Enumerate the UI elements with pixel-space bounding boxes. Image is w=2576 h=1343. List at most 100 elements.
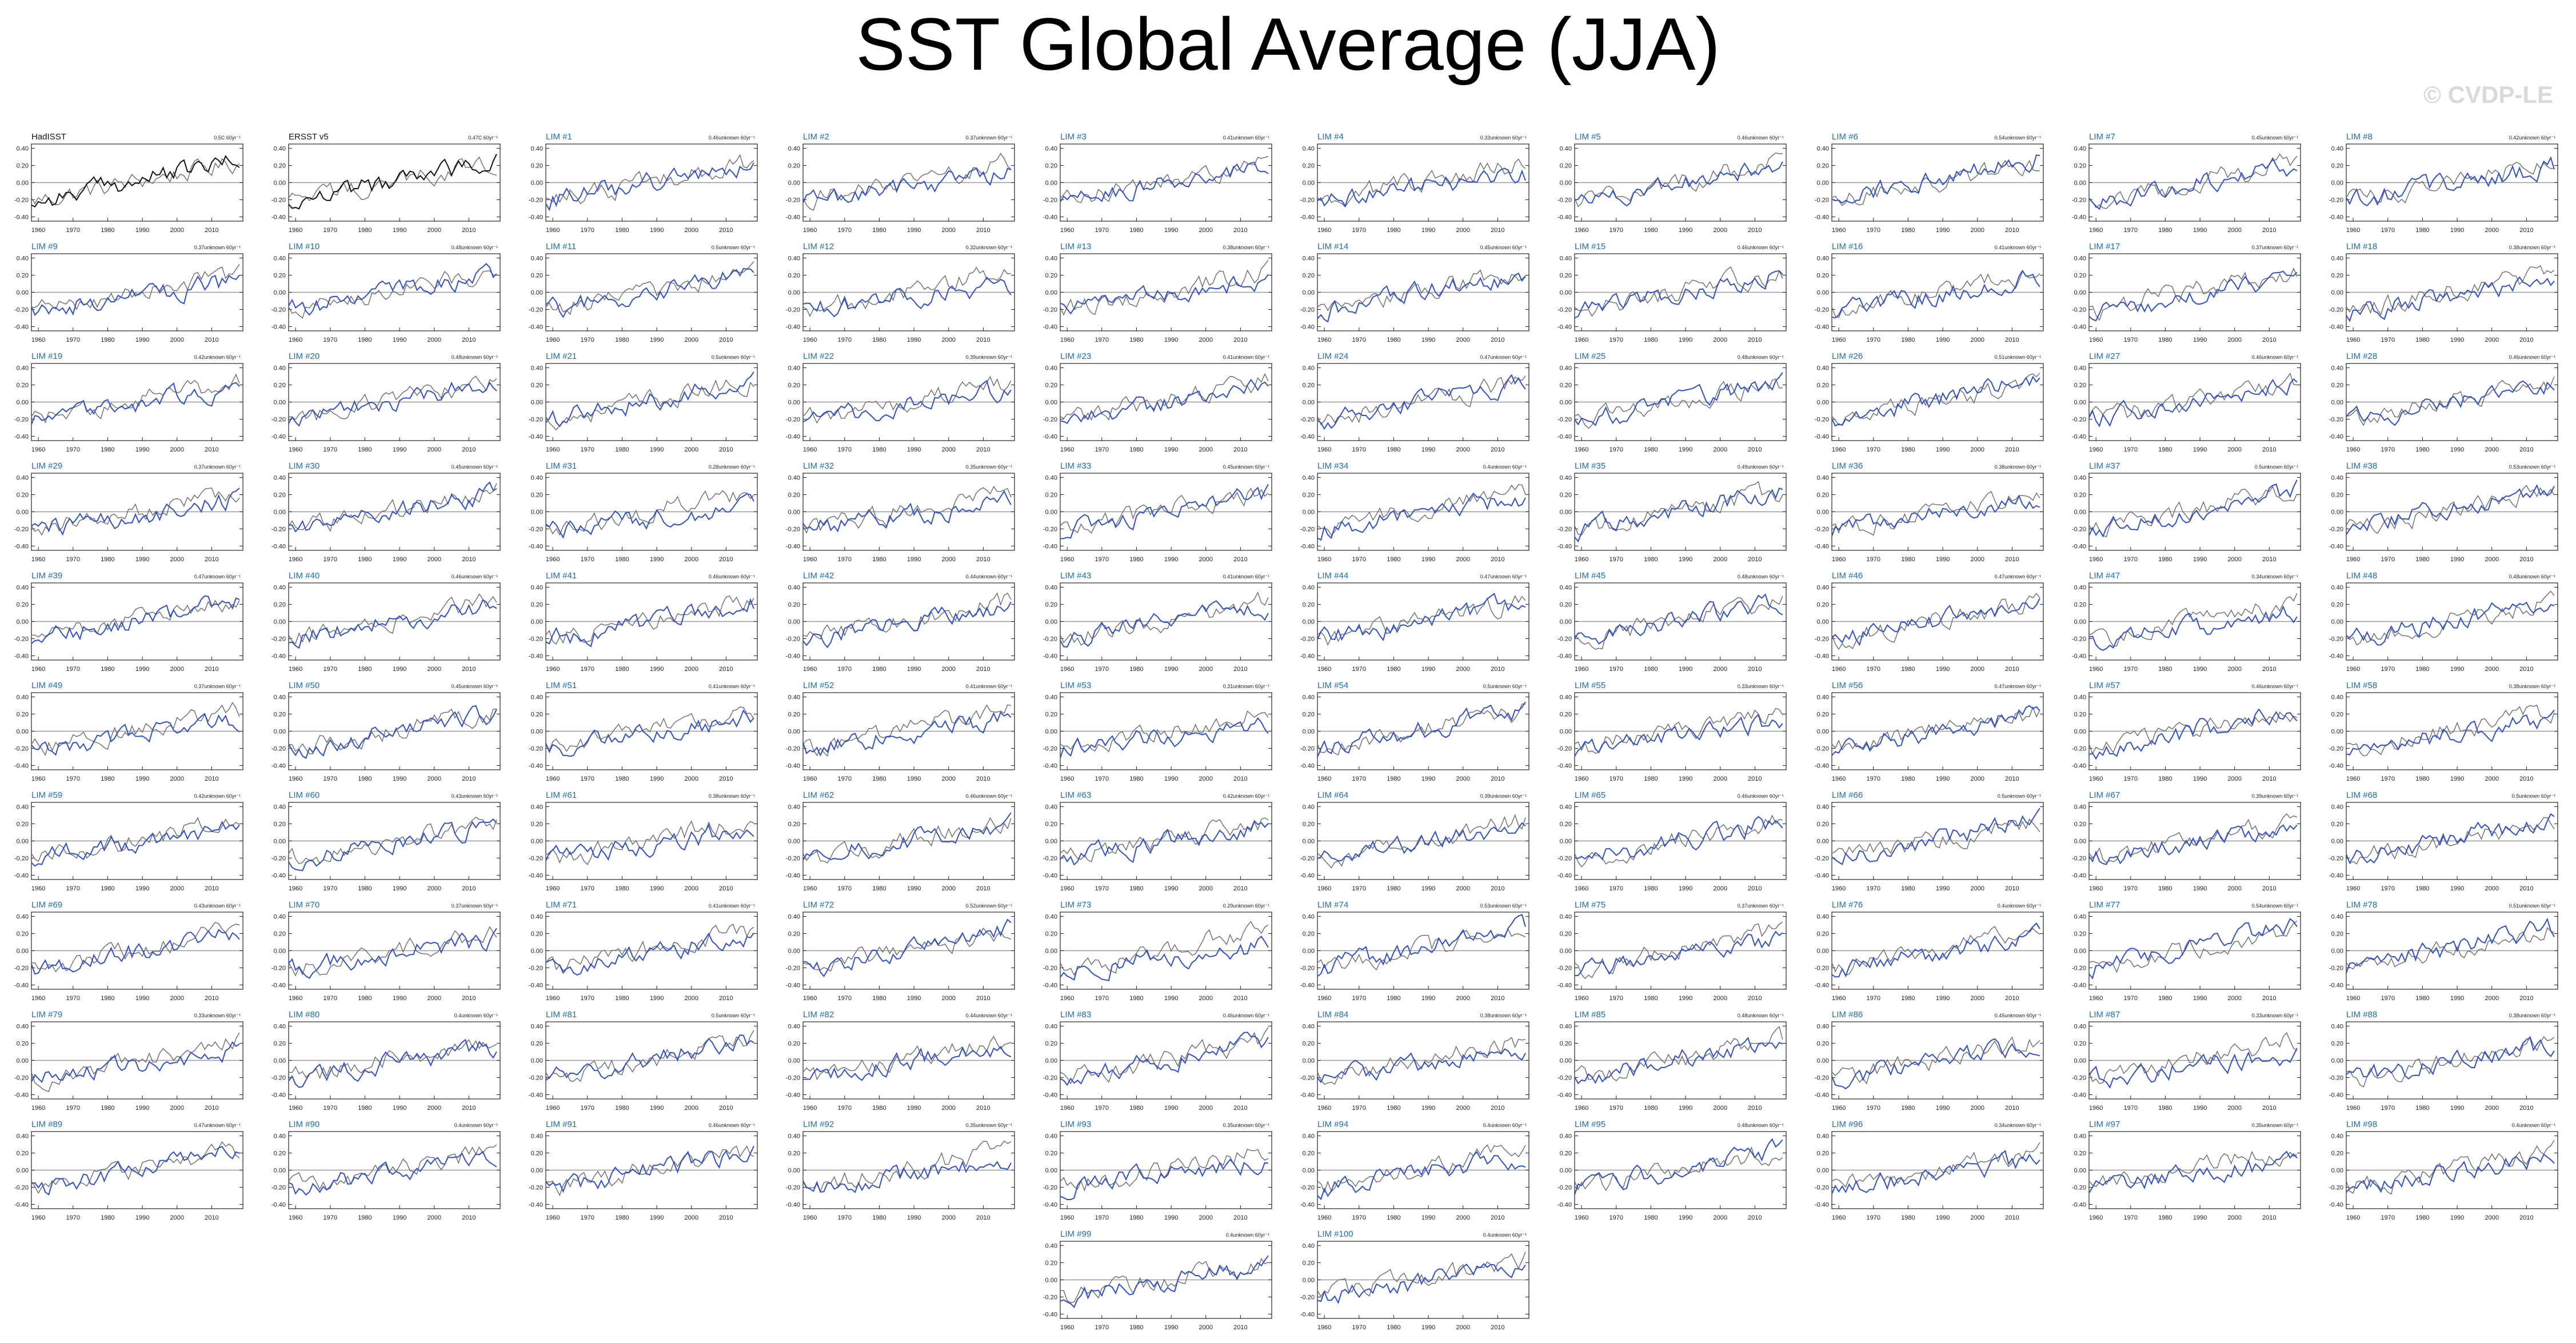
reference-series-line — [1060, 155, 1269, 203]
reference-series-line — [1317, 595, 1526, 646]
y-tick-label: 0.40 — [2074, 1024, 2086, 1030]
x-tick-label: 2000 — [1199, 446, 1213, 453]
y-tick-label: 0.40 — [274, 585, 286, 591]
chart-panel: LIM #88 0.38unknown 60yr⁻¹0.400.200.00-0.… — [2329, 1010, 2558, 1112]
x-tick-label: 2010 — [2262, 776, 2276, 782]
x-tick-label: 1990 — [2193, 1105, 2207, 1112]
x-tick-label: 1980 — [1901, 1105, 1915, 1112]
chart-panel: LIM #83 0.46unknown 60yr⁻¹0.400.200.00-0.… — [1043, 1010, 1272, 1112]
y-tick-label: -0.40 — [1300, 1092, 1315, 1099]
panel-trend-label: 0.42unknown 60yr⁻¹ — [194, 354, 241, 360]
x-tick-label: 2010 — [205, 776, 218, 782]
x-tick-label: 1960 — [289, 1214, 302, 1221]
y-tick-label: 0.00 — [2331, 619, 2343, 626]
y-tick-label: 0.40 — [2331, 146, 2343, 153]
x-tick-label: 2000 — [942, 1105, 956, 1112]
x-tick-label: 2000 — [1971, 337, 1984, 343]
x-tick-label: 1980 — [1387, 1105, 1400, 1112]
reference-series-line — [2088, 920, 2298, 973]
y-tick-label: 0.00 — [2074, 399, 2086, 406]
x-tick-label: 1960 — [1575, 776, 1588, 782]
y-tick-label: 0.20 — [17, 1150, 29, 1157]
y-tick-label: -0.40 — [1557, 1202, 1572, 1209]
x-tick-label: 1970 — [2124, 227, 2138, 234]
reference-series-line — [1060, 259, 1269, 316]
panel-trend-label: 0.46unknown 60yr⁻¹ — [452, 574, 498, 579]
y-tick-label: 0.00 — [788, 1058, 800, 1065]
reference-series-line — [2088, 1150, 2298, 1188]
y-tick-label: 0.20 — [274, 931, 286, 938]
x-tick-label: 1960 — [546, 556, 560, 563]
panel-title: LIM #14 — [1317, 242, 1348, 251]
x-tick-label: 2010 — [2519, 666, 2533, 673]
x-tick-label: 1980 — [2415, 337, 2429, 343]
x-tick-label: 1970 — [1095, 227, 1109, 234]
x-tick-label: 1960 — [1060, 446, 1074, 453]
chart-panel: LIM #72 0.52unknown 60yr⁻¹0.400.200.00-0.… — [786, 900, 1015, 1002]
chart-panel: LIM #96 0.34unknown 60yr⁻¹0.400.200.00-0.… — [1815, 1120, 2044, 1221]
panel-trend-label: 0.52unknown 60yr⁻¹ — [966, 903, 1012, 909]
y-tick-label: 0.40 — [2074, 804, 2086, 811]
x-tick-label: 1980 — [101, 227, 114, 234]
y-tick-label: -0.40 — [271, 1202, 286, 1209]
y-tick-label: -0.20 — [1557, 307, 1572, 314]
x-tick-label: 1980 — [1644, 1105, 1658, 1112]
x-tick-label: 1970 — [1609, 337, 1623, 343]
panel-title: LIM #70 — [289, 900, 319, 910]
y-tick-label: 0.20 — [531, 712, 543, 718]
x-tick-label: 2010 — [1233, 666, 1247, 673]
panel-title: LIM #97 — [2089, 1120, 2120, 1129]
series-line — [1060, 274, 1269, 315]
x-tick-label: 1970 — [1867, 1105, 1880, 1112]
x-tick-label: 2010 — [462, 556, 476, 563]
y-tick-label: -0.20 — [14, 746, 29, 753]
x-tick-label: 1970 — [1095, 885, 1109, 892]
x-tick-label: 1990 — [2193, 776, 2207, 782]
panel-trend-label: 0.41unknown 60yr⁻¹ — [966, 684, 1012, 689]
x-tick-label: 1980 — [615, 227, 629, 234]
y-tick-label: -0.40 — [529, 763, 543, 770]
panel-trend-label: 0.35unknown 60yr⁻¹ — [1223, 1122, 1269, 1128]
y-tick-label: 0.40 — [1303, 255, 1315, 262]
x-tick-label: 1970 — [2381, 776, 2395, 782]
y-tick-label: 0.20 — [1817, 602, 1829, 609]
y-tick-label: 0.20 — [2074, 382, 2086, 389]
panel-title: LIM #36 — [1832, 461, 1863, 471]
y-tick-label: 0.00 — [1560, 1058, 1572, 1065]
y-tick-label: -0.20 — [1815, 1075, 1829, 1082]
panel-title: LIM #10 — [289, 242, 319, 251]
x-tick-label: 1990 — [2193, 995, 2207, 1002]
y-tick-label: -0.20 — [2072, 746, 2086, 753]
x-tick-label: 1970 — [1609, 227, 1623, 234]
x-tick-label: 1970 — [2381, 885, 2395, 892]
y-tick-label: 0.40 — [2074, 694, 2086, 701]
x-tick-label: 1970 — [66, 1105, 80, 1112]
reference-series-line — [802, 486, 1012, 534]
y-tick-label: 0.00 — [2331, 838, 2343, 845]
x-tick-label: 1980 — [101, 1105, 114, 1112]
x-tick-label: 1960 — [1575, 337, 1588, 343]
x-tick-label: 1990 — [907, 227, 921, 234]
y-tick-label: 0.00 — [274, 729, 286, 736]
panel-trend-label: 0.38unknown 60yr⁻¹ — [2509, 1013, 2555, 1018]
x-tick-label: 2010 — [1491, 556, 1504, 563]
y-tick-label: 0.40 — [1045, 585, 1057, 591]
reference-series-line — [2088, 1032, 2298, 1084]
y-tick-label: -0.40 — [1043, 324, 1057, 331]
panel-trend-label: 0.34unknown 60yr⁻¹ — [2252, 574, 2298, 579]
y-tick-label: -0.40 — [2072, 982, 2086, 989]
y-tick-label: 0.20 — [1045, 1150, 1057, 1157]
panel-title: LIM #57 — [2089, 681, 2120, 690]
y-tick-label: 0.40 — [2331, 255, 2343, 262]
chart-panel: LIM #37 0.5unknown 60yr⁻¹0.400.200.00-0.2… — [2072, 461, 2301, 563]
x-tick-label: 2000 — [170, 995, 184, 1002]
y-tick-label: -0.20 — [2329, 417, 2343, 423]
x-tick-label: 2010 — [719, 885, 733, 892]
y-tick-label: -0.20 — [529, 746, 543, 753]
x-tick-label: 2000 — [170, 556, 184, 563]
y-tick-label: -0.40 — [529, 1202, 543, 1209]
x-tick-label: 2000 — [1456, 227, 1470, 234]
y-tick-label: 0.00 — [531, 1058, 543, 1065]
x-tick-label: 1990 — [1936, 995, 1950, 1002]
x-tick-label: 1980 — [2415, 1105, 2429, 1112]
